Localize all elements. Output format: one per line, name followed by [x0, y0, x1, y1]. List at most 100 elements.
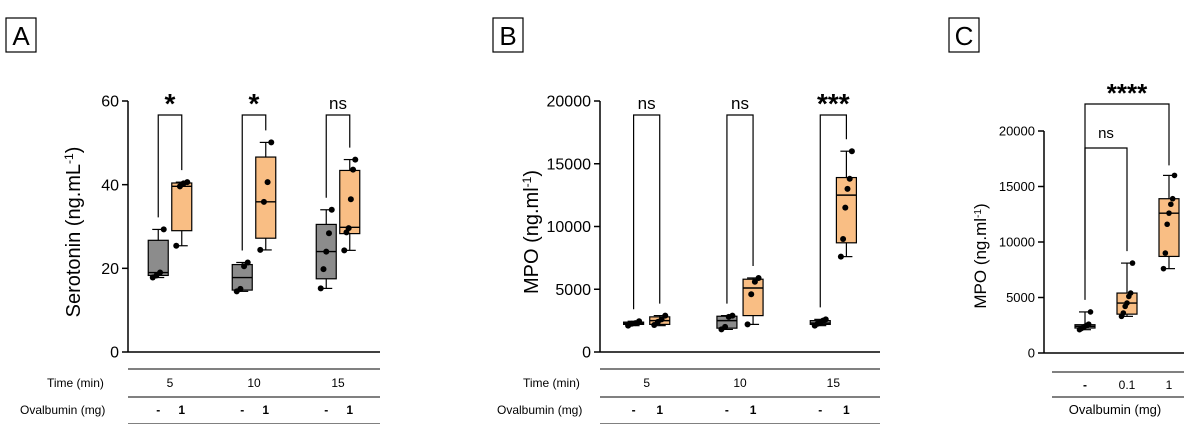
panel-b-label: B — [499, 21, 516, 51]
panel-b-box-plot-data-point — [848, 148, 855, 155]
panel-a-time-label: 15 — [331, 376, 345, 390]
panel-b-significance-label: ns — [731, 94, 749, 113]
panel-c-box-plot-data-point — [1164, 221, 1170, 228]
panel-b-ovalbumin-label: - — [632, 403, 636, 417]
panel-a-ovalbumin-label: - — [156, 403, 160, 417]
panel-b-box-plot-data-point — [844, 185, 851, 192]
panel-a-box-plot-data-point — [323, 248, 330, 255]
panel-a-box-plot-data-point — [264, 179, 271, 186]
panel-a-label: A — [12, 21, 30, 51]
panel-b-label-box — [492, 17, 524, 53]
panel-b-significance-bracket — [726, 114, 754, 304]
panel-a-box-plot-data-point — [260, 198, 267, 205]
panel-b-significance-bracket — [633, 114, 661, 310]
panel-c-box-plot-data-point — [1120, 310, 1127, 316]
panel-c-box-plot-data-point — [1166, 210, 1172, 216]
panel-a-box-plot-data-point — [237, 285, 244, 292]
panel-c-significance-label: ns — [1098, 125, 1114, 142]
panel-a-row-label-ovalbumin: Ovalbumin (mg) — [20, 403, 105, 417]
panel-a-box-plot-data-point — [325, 230, 332, 237]
panel-b-y-tick-label: 20000 — [547, 94, 592, 111]
panel-c-significance-label: **** — [1107, 78, 1148, 108]
panel-b-significance-bracket — [819, 114, 847, 308]
panel-a-box-plot-data-point — [157, 269, 164, 276]
panel-c-box-plot-data-point — [1162, 250, 1169, 256]
panel-c-label: C — [955, 21, 974, 51]
panel-a-significance-bracket — [157, 114, 183, 218]
panel-b-box-plot-data-point — [840, 236, 847, 243]
panel-a-box-plot-data-point — [244, 259, 251, 266]
panel-c-y-tick-label: 15000 — [999, 179, 1035, 194]
panel-a-box-plot-data-point — [320, 266, 327, 273]
panel-b-ovalbumin-label: 1 — [750, 403, 757, 417]
panel-a-ovalbumin-label: 1 — [178, 403, 185, 417]
panel-a-ovalbumin-label: 1 — [262, 403, 269, 417]
panel-b-ovalbumin-label: 1 — [656, 403, 663, 417]
panel-a-box-plot-data-point — [352, 156, 359, 163]
panel-c-box-plot-data-point — [1127, 290, 1134, 296]
panel-b-ovalbumin-label: - — [725, 403, 729, 417]
panel-c-label-box — [948, 17, 980, 53]
panel-b-time-label: 10 — [733, 376, 747, 390]
panel-b-y-axis-title: MPO (ng.ml-1) — [520, 170, 543, 294]
panel-a-box-plot-box — [255, 156, 277, 239]
panel-a-y-tick-label: 20 — [101, 261, 119, 278]
panel-c-box-plot-data-point — [1168, 201, 1174, 208]
panel-b-box-plot-data-point — [729, 312, 736, 319]
panel-c-box-plot-data-point — [1169, 195, 1176, 202]
panel-c-box-plot-data-point — [1129, 260, 1136, 266]
panel-b-ovalbumin-label: 1 — [843, 403, 850, 417]
panel-b-time-label: 5 — [643, 376, 650, 390]
panel-c-y-tick-label: 10000 — [999, 235, 1035, 250]
panel-c-box-plot-data-point — [1171, 172, 1178, 179]
panel-a-box-plot-data-point — [241, 263, 248, 270]
panel-b-box-plot-box — [742, 278, 764, 317]
panel-a-time-label: 5 — [167, 376, 174, 390]
panel-a-ovalbumin-label: - — [240, 403, 244, 417]
panel-a-box-plot-data-point — [257, 246, 264, 253]
panel-c-significance-bracket — [1084, 147, 1128, 300]
panel-a-significance-label: * — [165, 88, 176, 119]
panel-c-y-axis-title: MPO (ng.ml-1) — [971, 203, 990, 308]
panel-a-significance-bracket — [241, 114, 267, 251]
panel-a-row-label-time: Time (min) — [47, 376, 104, 390]
panel-b-box-plot-data-point — [722, 323, 729, 330]
panel-b-y-tick-label: 10000 — [547, 219, 592, 236]
panel-a-y-tick-label: 0 — [110, 345, 119, 362]
panel-b-time-label: 15 — [827, 376, 841, 390]
panel-a-ovalbumin-label: - — [324, 403, 328, 417]
panel-a-significance-label: ns — [329, 94, 347, 113]
panel-c-y-tick-label: 0 — [1028, 346, 1035, 361]
panel-c-x-axis-title: Ovalbumin (mg) — [1069, 402, 1161, 417]
panel-b-box-plot-data-point — [751, 278, 758, 285]
panel-a-y-tick-label: 60 — [101, 94, 119, 111]
panel-c-box-plot-data-point — [1124, 300, 1130, 306]
panel-a-box-plot-data-point — [173, 242, 180, 249]
panel-b-box-plot-data-point — [662, 312, 669, 319]
panel-a-label-box — [5, 17, 37, 53]
panel-b-box-plot-data-point — [748, 291, 755, 298]
panel-b-y-tick-label: 0 — [582, 345, 591, 362]
panel-c-box-plot-data-point — [1085, 321, 1092, 327]
panel-b-ovalbumin-label: - — [818, 403, 822, 417]
panel-a-time-label: 10 — [247, 376, 261, 390]
panel-b-row-label-time: Time (min) — [523, 376, 580, 390]
panel-b-box-plot-data-point — [846, 175, 853, 182]
panel-a-box-plot-data-point — [328, 206, 335, 213]
panel-b-box-plot-data-point — [658, 316, 665, 323]
panel-a-box-plot-data-point — [160, 226, 167, 233]
panel-a-ovalbumin-label: 1 — [346, 403, 353, 417]
panel-b-y-tick-label: 5000 — [555, 282, 591, 299]
panel-b-y-tick-label: 15000 — [547, 156, 592, 173]
panel-a-y-tick-label: 40 — [101, 177, 119, 194]
panel-b-box-plot-data-point — [636, 318, 643, 325]
panel-b-significance-label: *** — [817, 88, 850, 119]
panel-b-row-label-ovalbumin: Ovalbumin (mg) — [497, 403, 582, 417]
panel-b-box-plot-data-point — [837, 253, 844, 260]
panel-a-y-axis-title: Serotonin (ng.mL-1) — [62, 147, 85, 318]
panel-c-significance-bracket — [1084, 103, 1170, 260]
panel-a-significance-bracket — [325, 114, 351, 198]
